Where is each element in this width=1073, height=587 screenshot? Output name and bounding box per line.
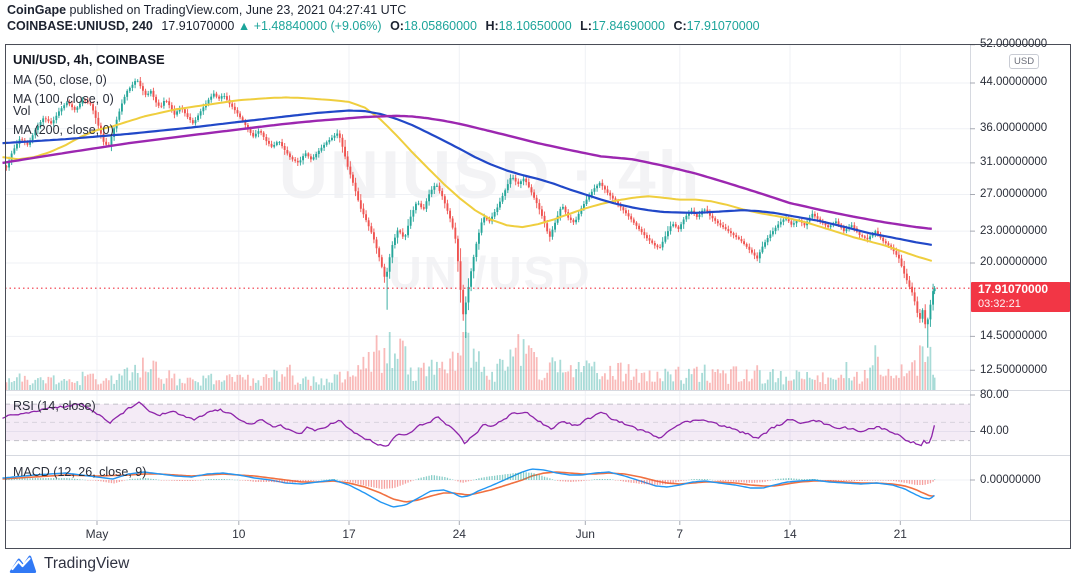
price-badge-value: 17.91070000 xyxy=(978,282,1049,296)
price-axis-label: 14.50000000 xyxy=(980,329,1048,342)
low-value: 17.84690000 xyxy=(591,19,665,33)
close-value: 17.91070000 xyxy=(686,19,760,33)
chart-legend-title[interactable]: UNI/USD, 4h, COINBASE xyxy=(13,52,165,67)
ma50-line xyxy=(2,96,933,262)
price-axis-label: 31.00000000 xyxy=(980,156,1048,169)
axis-ticks xyxy=(96,44,975,525)
price-change: +1.48840000 (+9.06%) xyxy=(253,19,382,33)
time-axis-label: 7 xyxy=(676,527,684,541)
price-axis-label: 20.00000000 xyxy=(980,256,1048,269)
price-axis-label: 40.00 xyxy=(980,425,1009,437)
price-axis-label: 0.00000000 xyxy=(980,473,1041,486)
legend-volume[interactable]: Vol xyxy=(13,104,31,118)
last-price: 17.91070000 xyxy=(161,19,235,33)
tradingview-logo-icon xyxy=(9,555,37,573)
up-triangle-icon: ▲ xyxy=(237,19,251,33)
macd-pane-label[interactable]: MACD (12, 26, close, 9) xyxy=(13,465,147,479)
rsi-band-lines xyxy=(5,403,970,442)
macd-line xyxy=(2,468,935,508)
legend-ma50[interactable]: MA (50, close, 0) xyxy=(13,73,107,87)
legend-ma200[interactable]: MA (200, close, 0) xyxy=(13,123,114,137)
open-value: 18.05860000 xyxy=(403,19,477,33)
chart-frame-border xyxy=(5,44,1071,549)
price-axis-label: 23.00000000 xyxy=(980,224,1048,237)
time-axis-label: 17 xyxy=(342,527,356,541)
time-axis-label: May xyxy=(85,527,109,541)
time-axis-label: 14 xyxy=(783,527,797,541)
time-axis-label: 21 xyxy=(893,527,907,541)
rsi-line xyxy=(2,401,936,447)
price-axis-label: 36.00000000 xyxy=(980,122,1048,135)
price-badge-countdown: 03:32:21 xyxy=(978,298,1021,310)
candles-up xyxy=(8,80,936,325)
price-badge: 17.91070000 03:32:21 xyxy=(971,282,1070,312)
time-axis-label: Jun xyxy=(575,527,595,541)
price-axis-label: 80.00 xyxy=(980,388,1009,401)
price-axis-label: 27.00000000 xyxy=(980,187,1048,200)
high-value: 18.10650000 xyxy=(498,19,572,33)
symbol-interval: COINBASE:UNIUSD, 240 xyxy=(7,19,153,33)
legend-ma100[interactable]: MA (100, close, 0) xyxy=(13,92,114,106)
rsi-pane-label[interactable]: RSI (14, close) xyxy=(13,399,96,413)
candle-up-wicks xyxy=(8,78,936,348)
time-axis-label: 10 xyxy=(232,527,246,541)
rsi-band xyxy=(5,404,970,441)
volume-down-bars xyxy=(5,332,927,390)
quote-bar: COINBASE:UNIUSD, 240 17.91070000 ▲ +1.48… xyxy=(7,19,760,33)
open-label: O: xyxy=(390,19,404,33)
footer-brand[interactable]: TradingView xyxy=(8,552,129,576)
time-axis-label: 24 xyxy=(452,527,466,541)
high-label: H: xyxy=(485,19,499,33)
price-axis-label: 44.00000000 xyxy=(980,76,1048,89)
currency-unit-chip: USD xyxy=(1009,54,1040,69)
published-text: published on TradingView.com, June 23, 2… xyxy=(66,3,407,17)
macd-histogram-negative xyxy=(87,480,934,489)
attribution-bar: CoinGape published on TradingView.com, J… xyxy=(7,3,406,17)
low-label: L: xyxy=(580,19,592,33)
price-axis-label: 12.50000000 xyxy=(980,363,1048,376)
tradingview-brand-text[interactable]: TradingView xyxy=(44,555,130,572)
ma200-line xyxy=(2,114,932,230)
close-label: C: xyxy=(673,19,687,33)
ma100-line xyxy=(2,109,932,246)
volume-up-bars xyxy=(8,332,936,390)
price-axis-label: 52.00000000 xyxy=(980,38,1048,51)
publisher-name: CoinGape xyxy=(7,3,67,17)
pane-dividers xyxy=(5,390,1070,521)
